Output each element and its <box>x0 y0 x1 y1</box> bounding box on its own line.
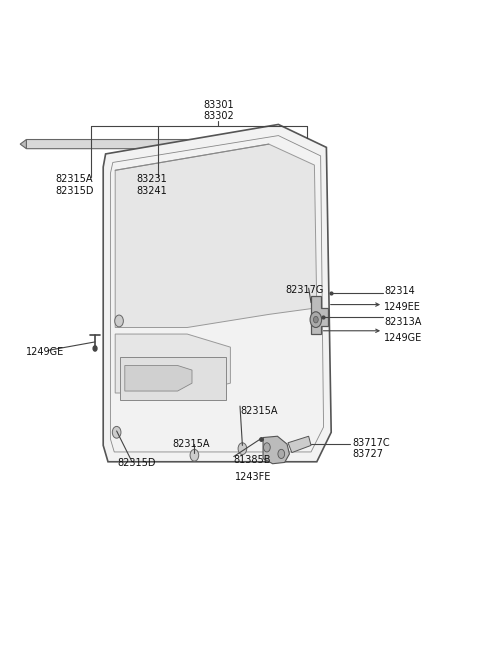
Text: 1249EE: 1249EE <box>384 301 421 312</box>
Polygon shape <box>20 140 26 149</box>
Text: 82317G: 82317G <box>286 284 324 295</box>
Polygon shape <box>263 436 289 464</box>
Text: 83301
83302: 83301 83302 <box>203 100 234 121</box>
Polygon shape <box>26 140 298 149</box>
Circle shape <box>190 449 199 461</box>
Polygon shape <box>115 144 317 328</box>
Text: 82314: 82314 <box>384 286 415 297</box>
Circle shape <box>115 315 123 327</box>
Text: 82313A: 82313A <box>384 316 421 327</box>
Text: 82315A: 82315A <box>173 439 210 449</box>
Text: 1249GE: 1249GE <box>384 333 422 343</box>
Polygon shape <box>125 365 192 391</box>
Circle shape <box>93 346 97 351</box>
Polygon shape <box>115 334 230 393</box>
Circle shape <box>310 312 322 328</box>
Circle shape <box>278 449 285 458</box>
Text: 82315D: 82315D <box>118 458 156 468</box>
Circle shape <box>264 443 270 452</box>
Text: 1243FE: 1243FE <box>235 472 272 482</box>
Text: 82315A
82315D: 82315A 82315D <box>55 174 94 195</box>
Polygon shape <box>288 436 311 453</box>
Polygon shape <box>103 124 331 462</box>
Text: 82315A: 82315A <box>240 405 277 416</box>
Text: 83717C
83727: 83717C 83727 <box>353 438 390 459</box>
Text: 1249GE: 1249GE <box>26 347 65 358</box>
Text: 81385B: 81385B <box>234 455 271 465</box>
Polygon shape <box>311 296 328 334</box>
Circle shape <box>313 316 318 323</box>
Polygon shape <box>120 357 226 400</box>
Circle shape <box>112 426 121 438</box>
Text: 83231
83241: 83231 83241 <box>137 174 168 195</box>
Circle shape <box>238 443 247 455</box>
